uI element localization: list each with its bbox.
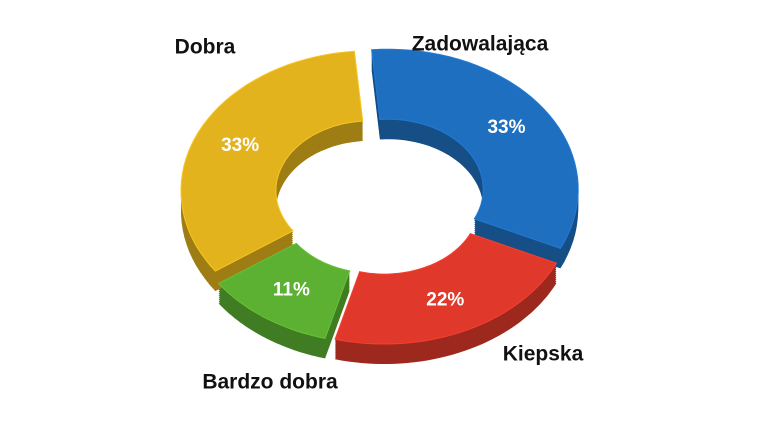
slice: [180, 50, 364, 272]
category-label: Zadowalająca: [412, 33, 549, 56]
slice-tops: [180, 48, 579, 345]
category-label: Bardzo dobra: [202, 371, 338, 394]
slice: [334, 232, 558, 345]
value-label: 22%: [426, 290, 464, 311]
labels: 33% Zadowalająca 22% Kiepska 11% Bardzo dobra…: [175, 33, 584, 394]
slice: [217, 242, 351, 339]
value-label: 11%: [273, 279, 310, 300]
category-label: Kiepska: [503, 343, 584, 366]
value-label: 33%: [221, 135, 259, 156]
category-label: Dobra: [175, 36, 236, 59]
value-label: 33%: [487, 117, 525, 138]
slice: [371, 48, 579, 250]
